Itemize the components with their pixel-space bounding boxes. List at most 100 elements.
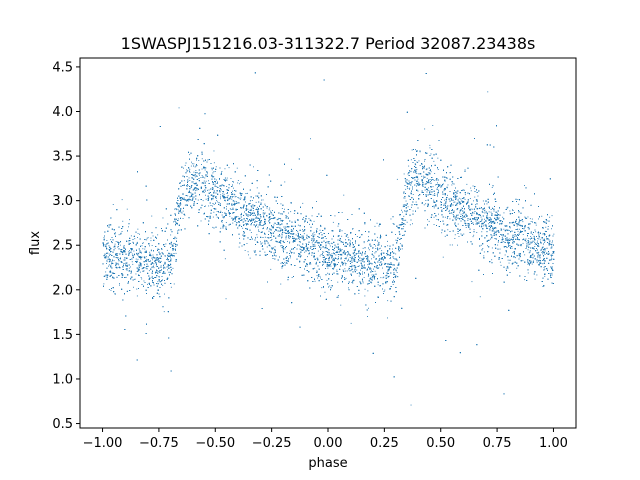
data-point — [436, 200, 437, 201]
data-point — [353, 249, 355, 251]
data-point — [329, 245, 331, 247]
data-point — [187, 195, 189, 197]
data-point — [213, 176, 215, 178]
data-point — [281, 221, 283, 222]
data-point — [522, 221, 524, 223]
data-point — [468, 225, 470, 227]
data-point — [322, 262, 324, 263]
data-point — [376, 236, 378, 238]
data-point — [291, 168, 292, 170]
data-point — [191, 163, 193, 165]
data-point — [262, 210, 264, 211]
data-point — [384, 289, 386, 291]
data-point — [537, 232, 539, 234]
data-point — [449, 205, 451, 207]
data-point — [229, 208, 231, 210]
data-point — [133, 257, 134, 259]
data-point — [326, 254, 328, 256]
data-point — [465, 227, 467, 228]
data-point — [253, 205, 255, 207]
data-point — [213, 190, 215, 192]
data-point — [449, 218, 451, 220]
data-point — [236, 167, 238, 169]
data-point — [526, 243, 528, 245]
data-point — [242, 207, 244, 208]
data-point — [150, 250, 152, 252]
data-point — [330, 242, 332, 244]
data-point — [311, 240, 312, 241]
data-point — [304, 248, 305, 250]
data-point — [119, 244, 121, 246]
data-point — [302, 230, 304, 232]
data-point — [320, 277, 321, 279]
data-point — [186, 171, 188, 172]
data-point — [352, 258, 354, 260]
data-point — [466, 183, 468, 185]
data-point — [240, 195, 242, 196]
data-point — [551, 247, 553, 249]
data-point — [340, 253, 342, 255]
data-point — [362, 271, 363, 273]
data-point — [281, 208, 283, 209]
data-point — [349, 257, 351, 258]
data-point — [378, 254, 380, 256]
data-point — [487, 228, 489, 229]
data-point — [284, 248, 286, 250]
data-point — [460, 213, 462, 215]
data-point — [297, 224, 299, 226]
data-point — [536, 262, 538, 264]
data-point — [513, 224, 514, 226]
data-point — [549, 241, 551, 243]
data-point — [475, 204, 476, 206]
data-point — [116, 257, 118, 259]
data-point — [158, 261, 159, 262]
data-point — [266, 237, 268, 239]
data-point — [280, 262, 282, 264]
data-point — [436, 194, 438, 196]
data-point — [540, 263, 542, 264]
data-point — [369, 262, 371, 264]
data-point — [195, 170, 197, 171]
data-point — [318, 244, 320, 246]
data-point — [322, 251, 323, 253]
data-point — [139, 268, 140, 270]
data-point — [227, 195, 229, 197]
data-point — [162, 217, 164, 219]
data-point — [281, 219, 283, 221]
data-point — [533, 248, 535, 250]
data-point — [108, 248, 110, 250]
data-point — [490, 238, 491, 240]
data-point — [376, 222, 378, 224]
data-point — [303, 235, 304, 237]
data-point — [522, 239, 524, 241]
data-point — [512, 256, 514, 258]
data-point — [304, 251, 306, 253]
data-point — [309, 247, 311, 249]
data-point — [270, 210, 272, 212]
data-point — [255, 250, 256, 252]
data-point — [261, 225, 263, 226]
data-point — [194, 190, 196, 192]
data-point — [103, 238, 105, 240]
data-point — [334, 215, 336, 217]
data-point — [319, 246, 321, 247]
data-point — [183, 180, 185, 182]
data-point — [407, 206, 409, 208]
data-point — [305, 250, 307, 251]
data-point — [234, 200, 236, 202]
data-point — [173, 283, 175, 285]
data-point — [121, 199, 123, 201]
data-point — [506, 238, 508, 240]
data-point — [386, 272, 388, 274]
data-point — [503, 228, 505, 230]
data-point — [239, 237, 240, 239]
data-point — [390, 266, 391, 268]
data-point — [188, 177, 190, 179]
data-point — [457, 244, 458, 246]
data-point — [418, 181, 420, 183]
data-point — [415, 201, 417, 203]
data-point — [311, 215, 313, 217]
data-point — [344, 258, 346, 259]
data-point — [344, 268, 346, 270]
data-point — [349, 242, 351, 244]
